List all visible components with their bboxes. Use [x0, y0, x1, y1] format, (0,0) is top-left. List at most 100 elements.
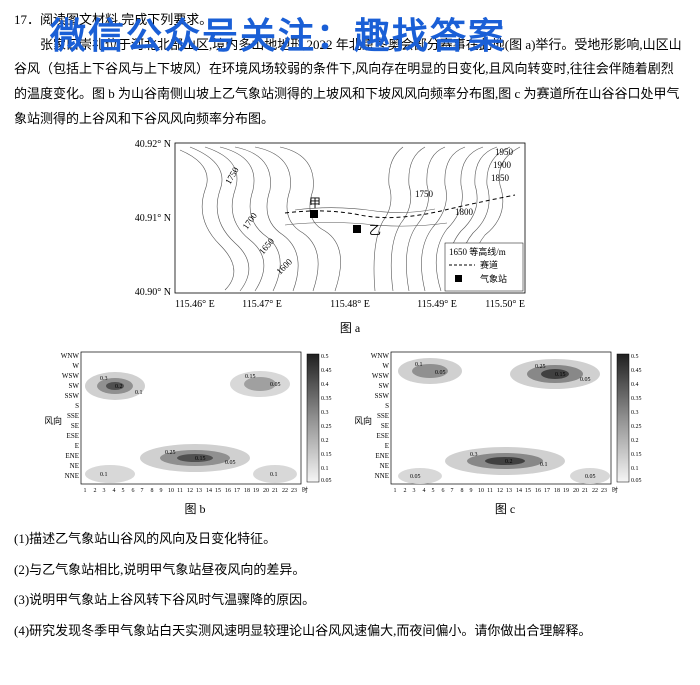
station-label-yi: 乙 [369, 223, 381, 237]
svg-text:0.1: 0.1 [540, 462, 548, 468]
svg-text:WNW: WNW [371, 352, 390, 360]
sub-question-4: (4)研究发现冬季甲气象站白天实测风速明显较理论山谷风风速偏大,而夜间偏小。请你… [14, 619, 686, 644]
svg-text:0.3: 0.3 [631, 410, 639, 416]
contour-label: 1750 [415, 189, 434, 199]
intro-paragraph: 张家口崇礼位于河北北部山区,境内多山地地形,2022 年北京冬奥会部分赛事在此地… [14, 33, 686, 132]
svg-text:NNE: NNE [375, 472, 389, 480]
svg-text:9: 9 [160, 488, 163, 494]
svg-text:SE: SE [381, 422, 389, 430]
svg-text:0.05: 0.05 [270, 382, 281, 388]
svg-text:SW: SW [69, 382, 80, 390]
svg-text:15: 15 [215, 488, 221, 494]
svg-text:0.5: 0.5 [631, 354, 639, 360]
svg-text:8: 8 [151, 488, 154, 494]
svg-text:0.1: 0.1 [100, 472, 108, 478]
svg-text:2: 2 [404, 488, 407, 494]
legend-station: 气象站 [480, 273, 507, 284]
figure-a-container: 40.92° N 40.91° N 40.90° N 115.46° E 115… [14, 135, 686, 340]
lon-tick: 115.50° E [485, 299, 525, 310]
svg-text:7: 7 [451, 488, 454, 494]
svg-text:0.3: 0.3 [470, 452, 478, 458]
x-ticks-c: 1 2 3 4 5 6 7 8 9 10 11 12 13 14 15 16 1 [394, 486, 619, 494]
map-caption: 图 a [340, 317, 360, 340]
svg-text:12: 12 [187, 488, 193, 494]
svg-text:20: 20 [263, 488, 269, 494]
svg-text:18: 18 [244, 488, 250, 494]
svg-text:23: 23 [601, 488, 607, 494]
svg-text:16: 16 [535, 488, 541, 494]
y-axis-label: 风向 [45, 415, 62, 426]
svg-text:0.5: 0.5 [321, 354, 329, 360]
svg-text:0.15: 0.15 [321, 452, 332, 458]
svg-text:0.2: 0.2 [115, 384, 123, 390]
svg-text:0.25: 0.25 [321, 424, 332, 430]
svg-text:0.25: 0.25 [631, 424, 642, 430]
caption-b: 图 b [45, 498, 345, 521]
legend-track: 赛道 [480, 259, 498, 270]
svg-text:时: 时 [612, 486, 618, 494]
svg-text:0.1: 0.1 [631, 466, 639, 472]
svg-text:SSW: SSW [65, 392, 80, 400]
svg-text:0.2: 0.2 [321, 438, 329, 444]
svg-text:3: 3 [103, 488, 106, 494]
svg-text:10: 10 [478, 488, 484, 494]
contour-label: 1950 [495, 147, 514, 157]
svg-text:0.4: 0.4 [321, 382, 329, 388]
contour-label: 1750 [223, 165, 241, 186]
svg-text:0.35: 0.35 [321, 396, 332, 402]
svg-text:0.3: 0.3 [100, 376, 108, 382]
svg-text:7: 7 [141, 488, 144, 494]
lon-tick: 115.49° E [417, 299, 457, 310]
svg-text:SSE: SSE [377, 412, 389, 420]
contour-label: 1650 [257, 236, 277, 257]
lower-figures-row: 风向 WNW W WSW SW SSW S SSE SE ESE E ENE N… [14, 346, 686, 521]
svg-text:0.3: 0.3 [321, 410, 329, 416]
station-marker-yi [353, 225, 361, 233]
svg-text:E: E [385, 442, 389, 450]
svg-text:S: S [385, 402, 389, 410]
svg-text:0.15: 0.15 [195, 456, 206, 462]
svg-text:ENE: ENE [375, 452, 389, 460]
svg-text:5: 5 [122, 488, 125, 494]
svg-text:19: 19 [563, 488, 569, 494]
svg-text:15: 15 [525, 488, 531, 494]
colorbar-c: 0.5 0.45 0.4 0.35 0.3 0.25 0.2 0.15 0.1 … [617, 354, 642, 484]
contour-label: 1900 [493, 160, 512, 170]
svg-text:0.25: 0.25 [165, 450, 176, 456]
svg-text:22: 22 [282, 488, 288, 494]
svg-text:0.2: 0.2 [505, 459, 513, 465]
svg-text:0.05: 0.05 [585, 474, 596, 480]
svg-text:4: 4 [113, 488, 116, 494]
figure-b-container: 风向 WNW W WSW SW SSW S SSE SE ESE E ENE N… [45, 346, 345, 521]
sub-question-2: (2)与乙气象站相比,说明甲气象站昼夜风向的差异。 [14, 558, 686, 583]
svg-text:S: S [75, 402, 79, 410]
svg-text:11: 11 [487, 488, 493, 494]
svg-text:0.1: 0.1 [321, 466, 329, 472]
caption-c: 图 c [355, 498, 655, 521]
legend-contour: 1650 等高线/m [449, 246, 506, 257]
svg-text:23: 23 [291, 488, 297, 494]
svg-text:SSE: SSE [67, 412, 79, 420]
svg-text:0.05: 0.05 [631, 478, 642, 484]
legend-station-marker [455, 275, 462, 282]
svg-text:ENE: ENE [65, 452, 79, 460]
lat-tick: 40.90° N [135, 287, 171, 298]
svg-text:18: 18 [554, 488, 560, 494]
contour-label: 1600 [274, 257, 294, 277]
svg-text:21: 21 [272, 488, 278, 494]
x-ticks-b: 1 2 3 4 5 6 7 8 9 10 11 12 13 14 15 16 1 [84, 486, 309, 494]
svg-text:0.05: 0.05 [225, 460, 236, 466]
svg-text:6: 6 [132, 488, 135, 494]
svg-text:0.1: 0.1 [415, 362, 423, 368]
svg-text:NNE: NNE [65, 472, 79, 480]
station-label-jia: 甲 [309, 196, 321, 210]
y-ticks-b: WNW W WSW SW SSW S SSE SE ESE E ENE NE N… [61, 352, 80, 480]
svg-text:NE: NE [70, 462, 79, 470]
lon-tick: 115.47° E [242, 299, 282, 310]
y-axis-label-c: 风向 [355, 415, 372, 426]
svg-text:NE: NE [380, 462, 389, 470]
heatmap-c: 风向 WNW W WSW SW SSW S SSE SE ESE E ENE N… [355, 346, 655, 496]
svg-text:0.15: 0.15 [555, 372, 566, 378]
svg-text:14: 14 [516, 488, 522, 494]
svg-text:0.05: 0.05 [580, 377, 591, 383]
